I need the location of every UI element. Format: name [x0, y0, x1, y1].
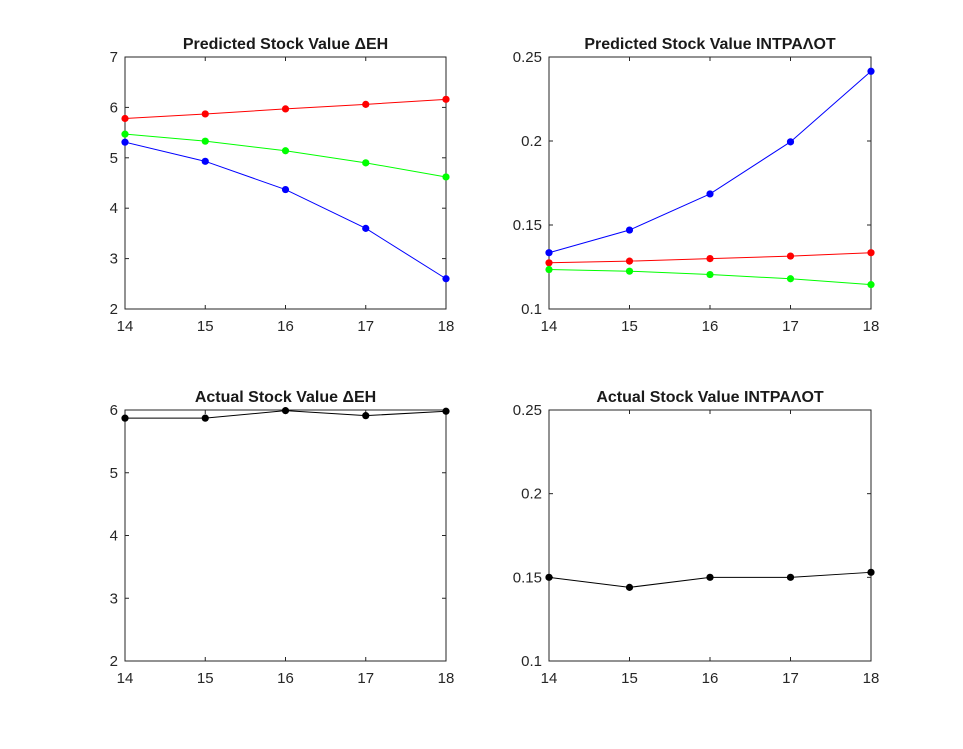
data-point [201, 414, 209, 422]
subplot-actual-deh: Actual Stock Value ΔΕΗ 14 15 16 17 18 2 3 4 5 6 [110, 389, 455, 687]
y-tick-label: 5 [110, 465, 118, 482]
x-tick-label: 18 [438, 318, 455, 335]
data-point [867, 568, 875, 576]
y-tick-label: 3 [110, 590, 118, 607]
data-point [121, 138, 129, 146]
y-tick-label: 3 [110, 251, 118, 268]
y-tick-label: 0.2 [521, 133, 542, 150]
data-point [786, 275, 795, 283]
y-tick-label: 6 [110, 99, 118, 116]
data-point [867, 281, 875, 289]
data-point [201, 110, 209, 118]
subplot-predicted-deh: Predicted Stock Value ΔΕΗ 14 15 16 17 18 2 3 4 5 6… [110, 36, 455, 335]
data-point [706, 573, 714, 581]
data-point [867, 67, 875, 75]
axes-box [548, 409, 872, 662]
x-tick-label: 16 [702, 670, 719, 687]
data-point [442, 407, 450, 415]
y-tick-label: 0.15 [513, 569, 542, 586]
chart-title: Predicted Stock Value ΔΕΗ [183, 36, 388, 53]
axes-box [548, 56, 872, 310]
x-tick-label: 18 [863, 670, 880, 687]
y-tick-label: 0.1 [521, 653, 542, 670]
y-tick-label: 0.2 [521, 486, 542, 503]
y-tick-label: 6 [110, 402, 118, 419]
y-tick-label: 5 [110, 150, 118, 167]
data-point [706, 255, 714, 263]
data-point [362, 100, 370, 108]
data-point [706, 190, 714, 198]
data-point [201, 157, 209, 165]
data-point [625, 583, 634, 591]
data-point [442, 95, 450, 103]
data-point [706, 270, 714, 279]
y-tick-label: 4 [110, 200, 118, 217]
x-tick-label: 15 [621, 670, 638, 687]
x-tick-label: 18 [438, 670, 455, 687]
x-tick-label: 17 [357, 670, 374, 687]
y-tick-label: 4 [110, 528, 118, 545]
data-point [362, 224, 370, 232]
data-point [362, 412, 370, 420]
x-tick-label: 14 [117, 318, 134, 335]
y-tick-label: 2 [110, 301, 118, 318]
chart-title: Actual Stock Value INTPAΛOT [596, 389, 824, 406]
x-tick-label: 16 [277, 670, 294, 687]
data-point [545, 573, 553, 581]
x-tick-label: 18 [863, 318, 880, 335]
x-tick-label: 16 [702, 318, 719, 335]
y-tick-label: 0.25 [513, 402, 542, 419]
data-point [545, 265, 553, 274]
data-point [625, 226, 634, 234]
data-point [121, 130, 129, 138]
data-point [442, 275, 450, 283]
x-tick-label: 15 [197, 670, 214, 687]
y-tick-label: 0.1 [521, 301, 542, 318]
y-tick-label: 7 [110, 49, 118, 66]
x-tick-label: 14 [117, 670, 134, 687]
data-point [362, 159, 370, 167]
subplot-predicted-intralot: Predicted Stock Value INTPAΛOT 14 15 16 17 18… [513, 36, 880, 335]
data-point [281, 147, 290, 155]
data-point [545, 249, 553, 257]
data-point [625, 257, 634, 265]
y-tick-label: 0.25 [513, 49, 542, 66]
data-point [786, 252, 795, 260]
x-tick-label: 16 [277, 318, 294, 335]
y-tick-label: 2 [110, 653, 118, 670]
chart-title: Actual Stock Value ΔΕΗ [195, 389, 376, 406]
chart-title: Predicted Stock Value INTPAΛOT [584, 36, 836, 53]
data-point [281, 407, 290, 415]
subplot-actual-intralot: Actual Stock Value INTPAΛOT 14 15 16 17 18 0.1… [513, 389, 880, 687]
x-tick-label: 15 [621, 318, 638, 335]
x-tick-label: 15 [197, 318, 214, 335]
data-point [121, 414, 129, 422]
x-tick-label: 17 [782, 670, 799, 687]
axes-box [124, 409, 447, 662]
x-tick-label: 17 [357, 318, 374, 335]
data-point [281, 105, 290, 113]
x-tick-label: 17 [782, 318, 799, 335]
data-point [442, 173, 450, 181]
data-point [867, 249, 875, 257]
data-point [545, 259, 553, 267]
x-tick-label: 14 [541, 670, 558, 687]
data-point [786, 138, 795, 146]
axes-box [124, 56, 447, 310]
data-point [625, 267, 634, 275]
y-tick-label: 0.15 [513, 217, 542, 234]
x-tick-label: 14 [541, 318, 558, 335]
data-point [786, 573, 795, 581]
data-point [121, 114, 129, 123]
data-point [281, 185, 290, 194]
data-point [201, 137, 209, 145]
